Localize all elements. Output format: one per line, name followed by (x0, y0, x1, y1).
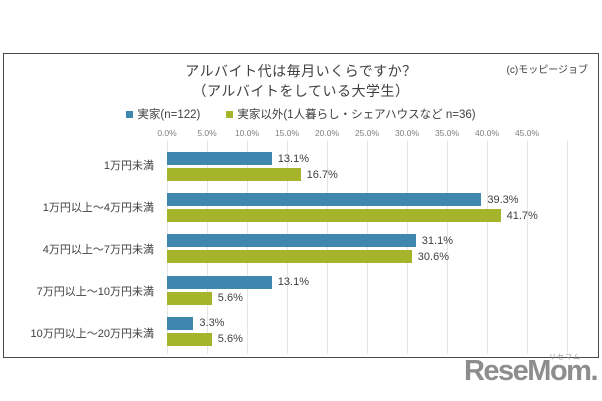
bar-value-label: 31.1% (421, 234, 453, 247)
bar-groups: 13.1% 16.7% 39.3% 41.7% 31.1% 30.6% 13.1% 5.6% 3… (167, 144, 567, 354)
bar (167, 316, 194, 330)
category-labels: 1万円未満 1万円以上～4万円未満 4万円以上～7万円未満 7万円以上～10万円未満 1… (4, 144, 161, 354)
category-label: 7万円以上～10万円未満 (36, 286, 154, 298)
bar (167, 275, 272, 289)
chart-title: アルバイト代は毎月いくらですか？ (185, 63, 417, 79)
x-tick-label: 35.0% (434, 128, 460, 138)
category-label: 1万円未満 (103, 160, 154, 172)
bar-row: 5.6% (167, 332, 567, 346)
bar-row: 30.6% (167, 250, 567, 264)
x-tick-label: 15.0% (274, 128, 300, 138)
bar-value-label: 3.3% (199, 317, 225, 330)
legend-item-1: 実家以外(1人暮らし・シェアハウスなど n=36) (226, 106, 476, 122)
x-tick-label: 25.0% (354, 128, 380, 138)
resemom-logo: リセマム ReseMom. (463, 354, 599, 388)
bar-group: 31.1% 30.6% (167, 234, 567, 264)
bar-value-label: 30.6% (417, 250, 449, 263)
gridline (567, 140, 568, 354)
bar-row: 13.1% (167, 275, 567, 289)
bar (167, 152, 272, 166)
chart-container: アルバイト代は毎月いくらですか？ （アルバイトをしている大学生） (c)モッピー… (3, 53, 599, 358)
x-tick-label: 0.0% (157, 128, 177, 138)
bar-row: 31.1% (167, 234, 567, 248)
bar-row: 41.7% (167, 209, 567, 223)
x-tick-label: 20.0% (314, 128, 340, 138)
legend-label: 実家(n=122) (137, 109, 201, 121)
bar-row: 16.7% (167, 168, 567, 182)
bar-value-label: 16.7% (306, 168, 338, 181)
category-label: 4万円以上～7万円未満 (42, 244, 154, 256)
legend-swatch-icon (126, 110, 134, 118)
bar (167, 234, 416, 248)
bar-group: 39.3% 41.7% (167, 193, 567, 223)
bar (167, 168, 301, 182)
resemom-logo-text: ReseMom. (463, 355, 599, 387)
x-tick-label: 45.0% (514, 128, 540, 138)
bar-row: 3.3% (167, 316, 567, 330)
gridline (487, 140, 488, 354)
bar-value-label: 13.1% (277, 152, 309, 165)
bar (167, 250, 412, 264)
bar-group: 3.3% 5.6% (167, 316, 567, 346)
plot-area: 13.1% 16.7% 39.3% 41.7% 31.1% 30.6% 13.1% 5.6% 3… (167, 140, 568, 354)
bar (167, 291, 212, 305)
category-label: 10万円以上～20万円未満 (30, 328, 154, 340)
chart-subtitle: （アルバイトをしている大学生） (192, 83, 410, 99)
bar-group: 13.1% 5.6% (167, 275, 567, 305)
bar (167, 193, 482, 207)
resemom-logo-ruby: リセマム (549, 354, 581, 361)
bar-row: 5.6% (167, 291, 567, 305)
legend-label: 実家以外(1人暮らし・シェアハウスなど n=36) (237, 109, 476, 121)
bar (167, 332, 212, 346)
legend: 実家(n=122) 実家以外(1人暮らし・シェアハウスなど n=36) (4, 106, 598, 122)
bar-value-label: 41.7% (506, 209, 538, 222)
bar-row: 39.3% (167, 193, 567, 207)
bar-value-label: 13.1% (277, 276, 309, 289)
x-tick-label: 5.0% (197, 128, 217, 138)
bar-value-label: 5.6% (217, 292, 243, 305)
x-axis: 0.0% 5.0% 10.0% 15.0% 20.0% 25.0% 30.0% 35.0% 40… (157, 128, 567, 140)
bar-row: 13.1% (167, 152, 567, 166)
gridline (527, 140, 528, 354)
x-tick-label: 40.0% (474, 128, 500, 138)
legend-item-0: 実家(n=122) (126, 106, 200, 122)
bar-group: 13.1% 16.7% (167, 152, 567, 182)
legend-swatch-icon (226, 110, 234, 118)
copyright-label: (c)モッピージョブ (506, 65, 588, 76)
x-tick-label: 10.0% (234, 128, 260, 138)
bar-value-label: 5.6% (217, 333, 243, 346)
bar-value-label: 39.3% (487, 193, 519, 206)
bar (167, 209, 501, 223)
category-label: 1万円以上～4万円未満 (42, 202, 154, 214)
x-tick-label: 30.0% (394, 128, 420, 138)
gridline (447, 140, 448, 354)
